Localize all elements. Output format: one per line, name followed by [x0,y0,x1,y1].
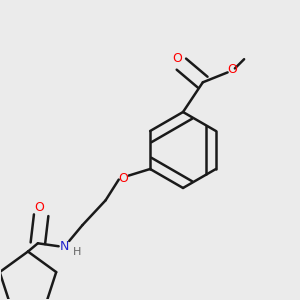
Text: N: N [60,240,69,253]
Text: H: H [73,247,81,256]
Text: O: O [34,202,44,214]
Text: O: O [118,172,128,185]
Text: O: O [227,63,237,76]
Text: O: O [172,52,182,65]
